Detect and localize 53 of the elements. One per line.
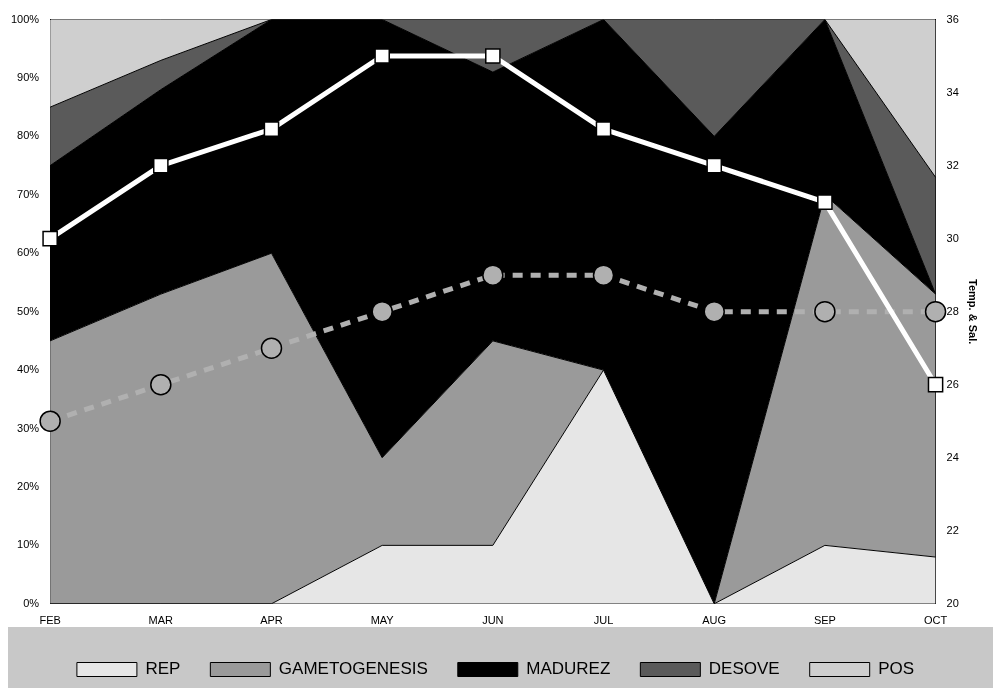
y-tick-label: 50% <box>17 304 40 317</box>
point <box>371 300 393 323</box>
y2-tick-label: 30 <box>946 231 959 244</box>
legend-label: REP <box>145 659 181 679</box>
x-tick-label: AUG <box>702 614 727 627</box>
point <box>152 157 169 174</box>
point <box>39 410 61 432</box>
point <box>263 121 280 137</box>
y2-tick-label: 22 <box>946 523 959 536</box>
point <box>374 48 390 64</box>
point <box>260 337 283 359</box>
y2-tick-label: 20 <box>946 596 959 609</box>
x-tick-label: JUL <box>593 614 614 627</box>
y-tick-label: 100% <box>10 12 40 25</box>
point <box>42 230 58 247</box>
y2-tick-label: 34 <box>946 85 959 98</box>
x-tick-label: MAR <box>148 614 174 627</box>
y-tick-label: 40% <box>17 363 40 376</box>
y-tick-label: 80% <box>17 129 40 142</box>
y2-tick-label: 24 <box>946 450 959 463</box>
y-tick-label: 30% <box>17 421 40 434</box>
y2-tick-label: 26 <box>946 377 959 390</box>
y-tick-label: 90% <box>17 70 40 83</box>
point <box>706 157 723 174</box>
x-tick-label: APR <box>260 614 283 627</box>
y-tick-label: 20% <box>17 479 40 492</box>
x-tick-label: FEB <box>39 614 61 627</box>
point <box>817 194 833 210</box>
legend-label: POS <box>878 659 915 679</box>
point <box>592 264 615 286</box>
y2-tick-label: 28 <box>946 304 959 317</box>
y2-tick-label: 36 <box>946 12 959 25</box>
y2-tick-label: 32 <box>946 158 959 171</box>
legend-label: GAMETOGENESIS <box>278 659 428 679</box>
point <box>150 373 172 396</box>
y-tick-label: 70% <box>17 187 40 200</box>
point <box>482 264 504 286</box>
legend-label: DESOVE <box>708 659 780 679</box>
point <box>703 300 725 323</box>
point <box>595 121 612 137</box>
x-tick-label: SEP <box>813 614 836 627</box>
x-tick-label: MAY <box>370 614 395 627</box>
point <box>814 300 836 323</box>
y-tick-label: 60% <box>17 246 40 259</box>
point <box>927 376 944 393</box>
y-tick-label: 10% <box>17 538 40 551</box>
x-tick-label: JUN <box>482 614 504 627</box>
y2-axis-title: Temp. & Sal. <box>967 279 980 345</box>
y-tick-label: 0% <box>23 596 40 609</box>
legend-label: MADUREZ <box>526 659 611 679</box>
point <box>485 48 501 64</box>
x-tick-label: OCT <box>923 614 948 627</box>
point <box>924 300 947 323</box>
